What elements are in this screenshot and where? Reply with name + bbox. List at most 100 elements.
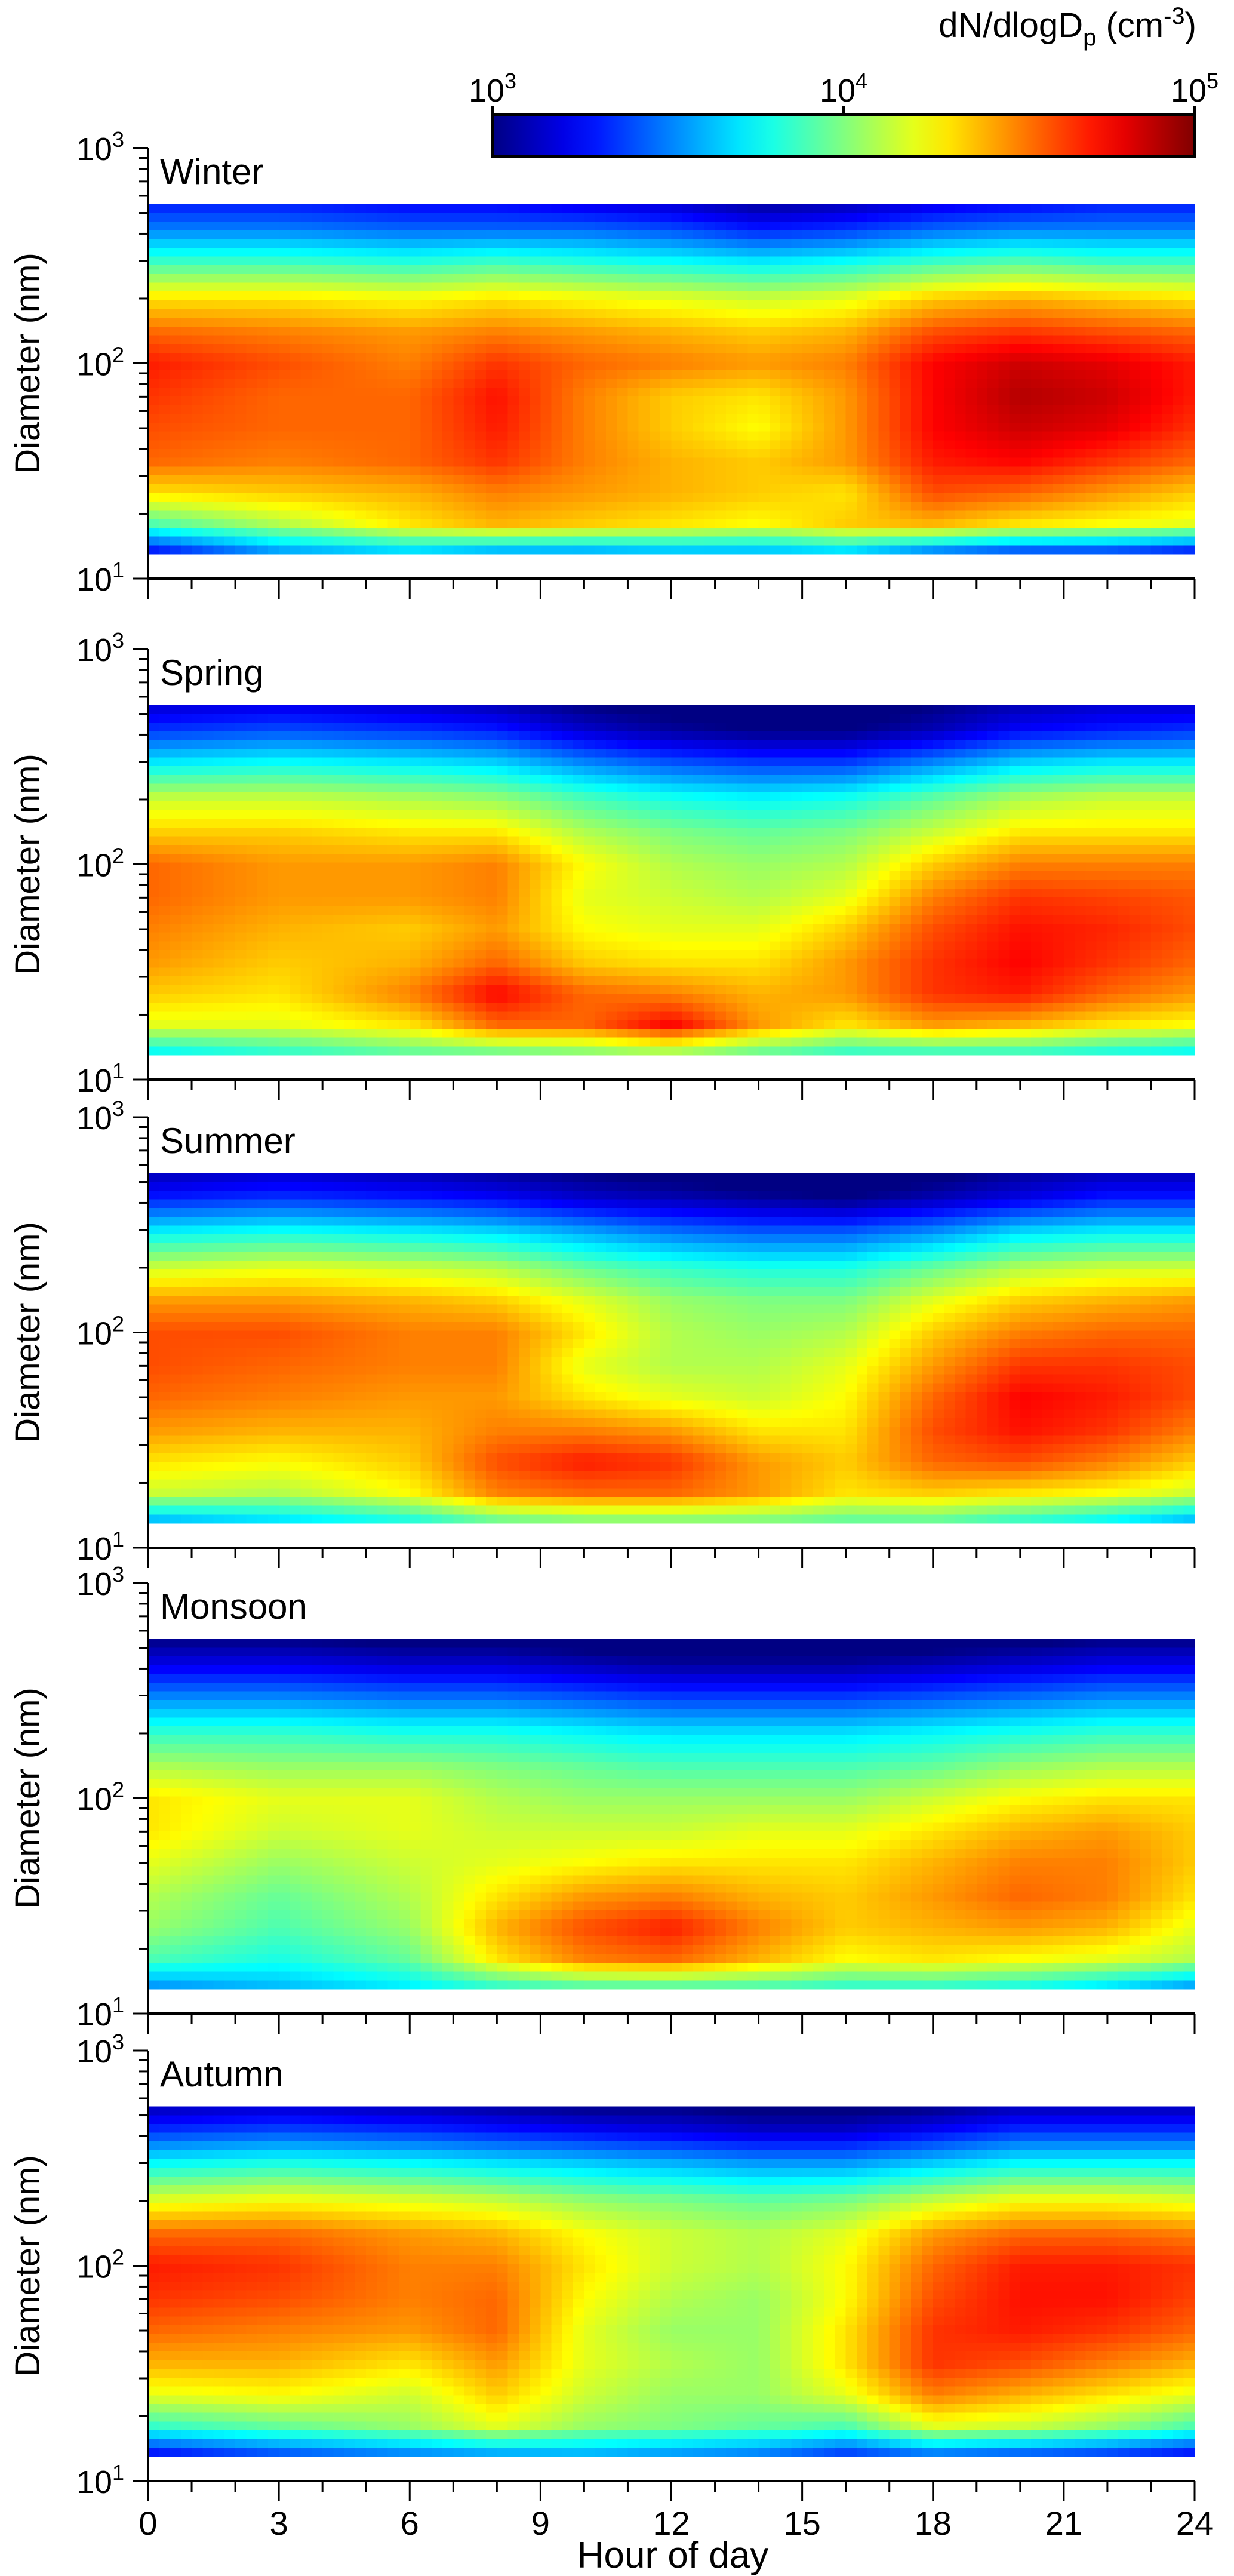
heatmap-cell (998, 466, 1010, 476)
heatmap-cell (1140, 484, 1152, 493)
heatmap-cell (889, 731, 901, 740)
heatmap-cell (267, 256, 279, 266)
heatmap-cell (267, 714, 279, 723)
heatmap-cell (267, 247, 279, 257)
heatmap-cell (562, 230, 574, 239)
heatmap-cell (1031, 388, 1042, 397)
heatmap-cell (922, 475, 934, 485)
heatmap-cell (366, 466, 378, 476)
heatmap-cell (1129, 748, 1141, 758)
heatmap-cell (911, 783, 923, 793)
heatmap-cell (355, 757, 367, 767)
heatmap-cell (900, 431, 912, 441)
heatmap-cell (322, 431, 334, 441)
heatmap-cell (791, 466, 803, 476)
heatmap-cell (224, 545, 236, 555)
heatmap-cell (1096, 309, 1108, 318)
heatmap-cell (1118, 405, 1130, 414)
heatmap-cell (1162, 256, 1174, 266)
heatmap-cell (835, 527, 847, 537)
heatmap-cell (530, 300, 541, 310)
heatmap-cell (410, 722, 421, 732)
heatmap-cell (955, 230, 967, 239)
heatmap-cell (605, 705, 617, 714)
heatmap-cell (1096, 493, 1108, 502)
heatmap-cell (671, 379, 683, 389)
heatmap-cell (300, 757, 312, 767)
heatmap-cell (442, 440, 454, 450)
heatmap-cell (453, 379, 465, 389)
heatmap-cell (213, 247, 225, 257)
heatmap-cell (671, 757, 683, 767)
heatmap-cell (246, 705, 258, 714)
heatmap-cell (933, 318, 944, 327)
heatmap-cell (856, 519, 868, 528)
heatmap-cell (551, 361, 563, 371)
heatmap-cell (780, 510, 792, 519)
heatmap-cell (845, 774, 857, 785)
heatmap-cell (682, 740, 694, 749)
heatmap-cell (1063, 457, 1075, 467)
heatmap-cell (704, 256, 716, 266)
heatmap-cell (431, 457, 443, 467)
heatmap-cell (758, 774, 770, 785)
heatmap-cell (311, 527, 323, 537)
heatmap-cell (475, 527, 487, 537)
heatmap-cell (1183, 714, 1195, 723)
heatmap-cell (693, 326, 704, 336)
heatmap-cell (780, 766, 792, 776)
heatmap-cell (998, 309, 1010, 318)
heatmap-cell (1173, 705, 1184, 714)
heatmap-cell (704, 361, 716, 371)
heatmap-cell (813, 722, 824, 732)
heatmap-cell (235, 431, 247, 441)
heatmap-cell (551, 204, 563, 213)
heatmap-cell (987, 370, 999, 380)
heatmap-cell (530, 748, 541, 758)
heatmap-cell (1118, 335, 1130, 345)
heatmap-cell (1020, 326, 1032, 336)
heatmap-cell (540, 291, 552, 301)
heatmap-cell (377, 318, 389, 327)
heatmap-cell (410, 379, 421, 389)
heatmap-cell (377, 388, 389, 397)
heatmap-cell (889, 247, 901, 257)
heatmap-cell (213, 801, 225, 811)
heatmap-cell (170, 740, 181, 749)
heatmap-cell (170, 705, 181, 714)
heatmap-cell (1053, 265, 1064, 275)
heatmap-cell (660, 757, 672, 767)
heatmap-cell (933, 722, 944, 732)
heatmap-cell (246, 774, 258, 785)
heatmap-cell (758, 388, 770, 397)
heatmap-cell (224, 265, 236, 275)
heatmap-cell (856, 282, 868, 292)
heatmap-cell (617, 484, 629, 493)
heatmap-cell (627, 457, 639, 467)
heatmap-cell (300, 256, 312, 266)
heatmap-cell (922, 527, 934, 537)
heatmap-cell (170, 748, 181, 758)
heatmap-cell (246, 326, 258, 336)
heatmap-cell (192, 527, 203, 537)
heatmap-cell (835, 300, 847, 310)
heatmap-cell (638, 213, 650, 222)
heatmap-cell (159, 792, 171, 802)
heatmap-cell (475, 273, 487, 284)
heatmap-cell (1183, 221, 1195, 231)
heatmap-cell (725, 475, 737, 485)
heatmap-cell (900, 396, 912, 406)
heatmap-cell (420, 396, 432, 406)
heatmap-cell (192, 440, 203, 450)
heatmap-cell (1009, 388, 1021, 397)
heatmap-cell (159, 423, 171, 432)
heatmap-cell (377, 714, 389, 723)
heatmap-cell (845, 370, 857, 380)
heatmap-cell (1020, 423, 1032, 432)
heatmap-cell (605, 239, 617, 248)
heatmap-cell (638, 774, 650, 785)
heatmap-cell (573, 527, 585, 537)
heatmap-cell (387, 519, 399, 528)
heatmap-cell (856, 493, 868, 502)
heatmap-cell (224, 466, 236, 476)
